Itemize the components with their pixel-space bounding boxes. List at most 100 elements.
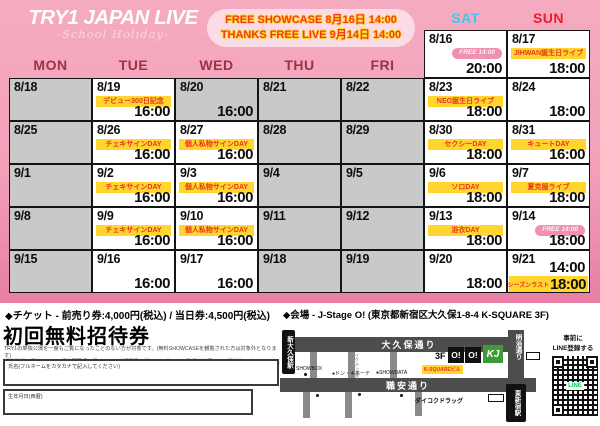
event-badge: ソロDAY bbox=[428, 182, 503, 193]
logo: TRY1 JAPAN LIVE -School Holiday- bbox=[27, 6, 199, 41]
cell-date: 8/23 bbox=[429, 80, 453, 94]
calendar-cell-9-19: 9/19 bbox=[341, 250, 424, 293]
qr-finder-icon bbox=[552, 404, 564, 416]
calendar-cell-8-22: 8/22 bbox=[341, 78, 424, 121]
okubo-dori-label: 大久保通り bbox=[381, 340, 437, 350]
cell-date: 9/4 bbox=[263, 166, 280, 180]
calendar-cell-9-9: 9/9 チェキサインDAY 16:00 bbox=[92, 207, 175, 250]
season-last-label: シーズンラスト bbox=[507, 282, 550, 289]
calendar-cell-9-1: 9/1 bbox=[9, 164, 92, 207]
calendar-cell-9-20: 9/20 18:00 bbox=[424, 250, 507, 293]
calendar-cell-9-8: 9/8 bbox=[9, 207, 92, 250]
show-time: 16:00 bbox=[134, 145, 170, 163]
calendar-cell-8-28: 8/28 bbox=[258, 121, 341, 164]
qr-finder-icon bbox=[586, 356, 598, 368]
cell-date: 9/10 bbox=[180, 209, 204, 223]
cell-date: 9/15 bbox=[14, 252, 38, 266]
landmark-daikoku: ダイコクドラッグ bbox=[415, 399, 464, 405]
venue-logo-o2: O! bbox=[465, 347, 481, 363]
free-banner-line-2: THANKS FREE LIVE 9月14日 14:00 bbox=[220, 29, 402, 41]
venue-building-label: K-SQUAREビル bbox=[422, 365, 463, 374]
show-time: 18:00 bbox=[549, 59, 585, 77]
calendar-cell-9-3: 9/3 個人私物サインDAY 16:00 bbox=[175, 164, 258, 207]
cell-date: 8/20 bbox=[180, 80, 204, 94]
landmark-dot bbox=[400, 394, 403, 397]
show-time: 16:00 bbox=[134, 188, 170, 206]
cell-date: 8/17 bbox=[512, 32, 536, 46]
event-badge: チェキサインDAY bbox=[96, 225, 171, 236]
landmark-showdata: ●SHOWDATA bbox=[376, 370, 408, 376]
calendar-cell-8-25: 8/25 bbox=[9, 121, 92, 164]
day-header-tue: TUE bbox=[118, 57, 149, 73]
cell-date: 8/21 bbox=[263, 80, 287, 94]
cell-date: 8/30 bbox=[429, 123, 453, 137]
calendar-cell-8-21: 8/21 bbox=[258, 78, 341, 121]
cell-date: 9/20 bbox=[429, 252, 453, 266]
free-badge: FREE 14:00 bbox=[535, 225, 585, 236]
show-time: 18:00 bbox=[466, 274, 502, 292]
show-time: 16:00 bbox=[134, 231, 170, 249]
event-badge: 浴衣DAY bbox=[428, 225, 503, 236]
event-badge: セクシーDAY bbox=[428, 139, 503, 150]
event-badge: キュートDAY bbox=[511, 139, 586, 150]
show-time: 16:00 bbox=[217, 102, 253, 120]
calendar-cell-9-18: 9/18 bbox=[258, 250, 341, 293]
day-header-thu: THU bbox=[284, 57, 315, 73]
calendar-cell-9-14: 9/14 FREE 14:00 18:00 bbox=[507, 207, 590, 250]
side-street bbox=[310, 352, 317, 378]
calendar-cell-8-24: 8/24 18:00 bbox=[507, 78, 590, 121]
show-time: 16:00 bbox=[217, 145, 253, 163]
landmark-dot bbox=[304, 373, 307, 376]
side-street bbox=[303, 392, 310, 418]
calendar-cell-9-2: 9/2 チェキサインDAY 16:00 bbox=[92, 164, 175, 207]
show-time: 16:00 bbox=[217, 274, 253, 292]
calendar-cell-8-16: 8/16 FREE 14:00 20:00 bbox=[424, 30, 507, 78]
cell-date: 9/5 bbox=[346, 166, 363, 180]
venue-logo-o1: O! bbox=[448, 347, 464, 363]
calendar-cell-8-17: 8/17 JIHWAN誕生日ライブ 18:00 bbox=[507, 30, 590, 78]
landmark-dot bbox=[358, 393, 361, 396]
day-header-sun: SUN bbox=[532, 10, 565, 26]
venue-floor-label: 3F bbox=[435, 351, 446, 361]
event-badge: 夏克服ライブ bbox=[511, 182, 586, 193]
cell-date: 9/16 bbox=[97, 252, 121, 266]
event-badge: チェキサインDAY bbox=[96, 139, 171, 150]
event-badge: NEO誕生日ライブ bbox=[428, 96, 503, 107]
cell-date: 9/19 bbox=[346, 252, 370, 266]
cell-date: 9/13 bbox=[429, 209, 453, 223]
show-time: 16:00 bbox=[134, 274, 170, 292]
ticket-info: ◆チケット - 前売り券:4,000円(税込) / 当日券:4,500円(税込) bbox=[5, 311, 270, 322]
line-note-line-2: LINE登録する bbox=[552, 344, 594, 352]
cell-date: 8/18 bbox=[14, 80, 38, 94]
name-field: 氏名(フルネームをカタカナで記入してください) bbox=[3, 359, 279, 386]
access-map: 新大久保駅 大久保通り 職安通り 明治通り 東新宿駅 イケメン通り SHOWBO… bbox=[280, 328, 600, 426]
map-sign-box bbox=[526, 352, 540, 360]
calendar-cell-9-6: 9/6 ソロDAY 18:00 bbox=[424, 164, 507, 207]
show-time: 14:00 bbox=[549, 258, 585, 276]
cell-date: 9/2 bbox=[97, 166, 114, 180]
calendar-cell-9-15: 9/15 bbox=[9, 250, 92, 293]
cell-date: 9/9 bbox=[97, 209, 114, 223]
cell-date: 9/6 bbox=[429, 166, 446, 180]
event-badge: 個人私物サインDAY bbox=[179, 225, 254, 236]
birthdate-field: 生年月日(西暦) bbox=[3, 389, 253, 415]
qr-finder-icon bbox=[552, 356, 564, 368]
meiji-dori-label: 明治通り bbox=[514, 334, 521, 360]
cell-date: 9/12 bbox=[346, 209, 370, 223]
cell-date: 9/3 bbox=[180, 166, 197, 180]
calendar-cell-9-21: 9/21 14:00 シーズンラスト 18:00 bbox=[507, 250, 590, 293]
fineprint-line-1: TRY1の単独公演を一度もご覧になったことのない方が対象です。(無料SHOWCA… bbox=[4, 346, 277, 359]
cell-date: 9/21 bbox=[512, 252, 536, 266]
line-register-note: 事前に LINE登録する bbox=[546, 334, 600, 354]
cell-date: 9/1 bbox=[14, 166, 31, 180]
season-last-time: 18:00 bbox=[550, 275, 586, 293]
higashi-shinjuku-station: 東新宿駅 bbox=[506, 384, 526, 422]
day-header-wed: WED bbox=[199, 57, 234, 73]
season-last-strip: シーズンラスト 18:00 bbox=[507, 275, 588, 293]
name-field-label: 氏名(フルネームをカタカナで記入してください) bbox=[8, 364, 120, 370]
show-time: 18:00 bbox=[549, 188, 585, 206]
calendar-cell-9-13: 9/13 浴衣DAY 18:00 bbox=[424, 207, 507, 250]
side-street bbox=[390, 352, 397, 378]
show-time: 18:00 bbox=[466, 102, 502, 120]
qr-center-label: LINE bbox=[566, 382, 584, 390]
